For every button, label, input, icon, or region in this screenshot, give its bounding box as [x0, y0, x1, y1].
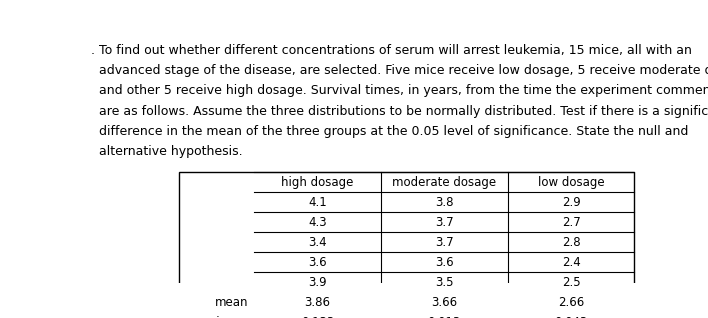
- Text: 3.7: 3.7: [435, 216, 454, 229]
- Text: moderate dosage: moderate dosage: [392, 176, 496, 189]
- Text: 3.9: 3.9: [308, 276, 327, 289]
- Text: 3.7: 3.7: [435, 236, 454, 249]
- Text: 2.9: 2.9: [561, 196, 581, 209]
- Text: 3.86: 3.86: [304, 296, 331, 309]
- Text: high dosage: high dosage: [281, 176, 354, 189]
- Text: difference in the mean of the three groups at the 0.05 level of significance. St: difference in the mean of the three grou…: [91, 125, 689, 138]
- Text: 2.8: 2.8: [561, 236, 581, 249]
- Bar: [179, 172, 634, 318]
- Text: 3.66: 3.66: [431, 296, 457, 309]
- Text: 2.5: 2.5: [561, 276, 581, 289]
- Text: 4.3: 4.3: [308, 216, 327, 229]
- Text: advanced stage of the disease, are selected. Five mice receive low dosage, 5 rec: advanced stage of the disease, are selec…: [91, 64, 708, 77]
- Text: 3.4: 3.4: [308, 236, 327, 249]
- Text: variance: variance: [198, 316, 249, 318]
- Text: 0.043: 0.043: [554, 316, 588, 318]
- Text: 2.66: 2.66: [558, 296, 584, 309]
- Text: 2.4: 2.4: [561, 256, 581, 269]
- Text: 2.7: 2.7: [561, 216, 581, 229]
- Text: 3.6: 3.6: [435, 256, 454, 269]
- Text: alternative hypothesis.: alternative hypothesis.: [91, 145, 243, 158]
- Text: 0.133: 0.133: [301, 316, 334, 318]
- Text: 0.013: 0.013: [428, 316, 461, 318]
- Text: 3.8: 3.8: [435, 196, 454, 209]
- Text: 4.1: 4.1: [308, 196, 327, 209]
- Text: and other 5 receive high dosage. Survival times, in years, from the time the exp: and other 5 receive high dosage. Surviva…: [91, 85, 708, 97]
- Text: . To find out whether different concentrations of serum will arrest leukemia, 15: . To find out whether different concentr…: [91, 44, 692, 57]
- Text: 3.6: 3.6: [308, 256, 327, 269]
- Text: mean: mean: [215, 296, 249, 309]
- Text: 3.5: 3.5: [435, 276, 454, 289]
- Text: are as follows. Assume the three distributions to be normally distributed. Test : are as follows. Assume the three distrib…: [91, 105, 708, 118]
- Text: low dosage: low dosage: [538, 176, 605, 189]
